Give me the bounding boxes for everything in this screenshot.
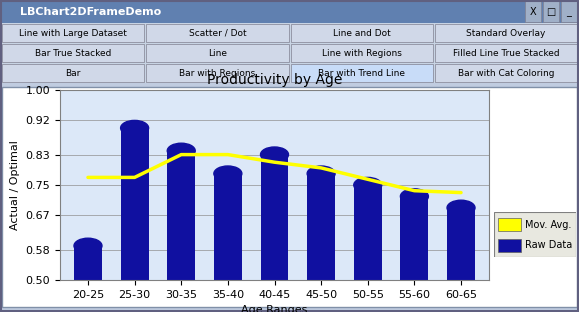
Text: Bar with Cat Coloring: Bar with Cat Coloring (457, 69, 554, 77)
X-axis label: Age Ranges: Age Ranges (241, 305, 307, 312)
Bar (1, 23, 578, 43)
Bar (74, 246, 102, 280)
Text: LBChart2DFrameDemo: LBChart2DFrameDemo (20, 7, 161, 17)
Bar (543, 1, 559, 22)
Bar (291, 44, 433, 62)
Y-axis label: Actual / Optimal: Actual / Optimal (10, 140, 20, 230)
Ellipse shape (214, 166, 242, 181)
Bar (447, 208, 475, 280)
Ellipse shape (401, 189, 428, 204)
Bar (561, 1, 577, 22)
Bar (354, 185, 382, 280)
Bar (1, 63, 578, 83)
Bar (2, 44, 144, 62)
Bar (2, 87, 577, 307)
Bar (2, 64, 144, 82)
Bar (146, 24, 288, 42)
Bar (307, 173, 335, 280)
Bar (435, 44, 577, 62)
Bar (1, 1, 578, 23)
Bar (146, 44, 288, 62)
Text: Bar: Bar (65, 69, 81, 77)
Bar (1, 43, 578, 63)
Text: Scatter / Dot: Scatter / Dot (189, 28, 246, 37)
Text: Filled Line True Stacked: Filled Line True Stacked (453, 48, 559, 57)
Ellipse shape (120, 120, 149, 136)
Bar (261, 155, 288, 280)
Text: _: _ (567, 7, 571, 17)
Ellipse shape (167, 143, 195, 158)
Ellipse shape (354, 178, 382, 193)
Text: Line with Regions: Line with Regions (322, 48, 402, 57)
Bar (525, 1, 541, 22)
Text: Line with Large Dataset: Line with Large Dataset (19, 28, 127, 37)
Ellipse shape (261, 147, 288, 162)
Bar (291, 24, 433, 42)
Title: Productivity by Age: Productivity by Age (207, 73, 342, 87)
Text: Raw Data: Raw Data (525, 240, 573, 250)
Text: Line: Line (208, 48, 227, 57)
Bar (435, 64, 577, 82)
Text: □: □ (547, 7, 556, 17)
Ellipse shape (307, 166, 335, 181)
Bar (291, 64, 433, 82)
Ellipse shape (74, 238, 102, 253)
Text: Bar True Stacked: Bar True Stacked (35, 48, 111, 57)
Text: Mov. Avg.: Mov. Avg. (525, 220, 571, 230)
Bar (498, 239, 521, 251)
Text: Bar with Trend Line: Bar with Trend Line (318, 69, 405, 77)
Bar (120, 128, 149, 280)
Bar (435, 24, 577, 42)
Text: Standard Overlay: Standard Overlay (466, 28, 545, 37)
Bar (498, 218, 521, 231)
Bar (167, 151, 195, 280)
Bar (214, 173, 242, 280)
Text: Bar with Regions: Bar with Regions (179, 69, 255, 77)
Text: Line and Dot: Line and Dot (333, 28, 390, 37)
Bar (146, 64, 288, 82)
Bar (2, 24, 144, 42)
Text: X: X (530, 7, 536, 17)
Bar (401, 196, 428, 280)
Ellipse shape (447, 200, 475, 215)
